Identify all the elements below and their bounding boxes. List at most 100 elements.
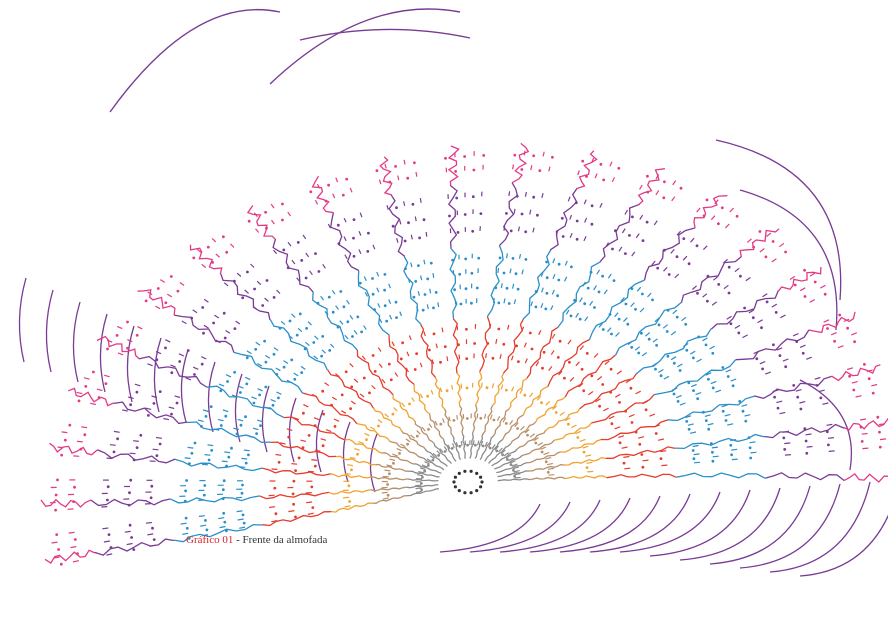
stitch-tick (707, 422, 714, 426)
stitch-dot (599, 162, 603, 166)
stitch-dot (394, 165, 397, 168)
stitch-tick (349, 456, 356, 460)
spoke-segment (764, 423, 845, 439)
stitch-tick (776, 347, 783, 351)
stitch-dot (290, 358, 294, 362)
stitch-tick (687, 423, 694, 426)
stitch-tick (257, 419, 263, 423)
stitch-tick (333, 418, 340, 422)
stitch-tick (381, 378, 386, 384)
stitch-dot (225, 464, 229, 468)
stitch-tick (662, 324, 668, 329)
stitch-dot (545, 291, 549, 295)
stitch-dot (190, 316, 194, 320)
stitch-tick (725, 369, 732, 373)
stitch-dot (534, 441, 538, 445)
stitch-tick (766, 232, 772, 237)
stitch-tick (213, 428, 220, 431)
stitch-tick (116, 325, 123, 330)
stitch-tick (381, 491, 388, 494)
stitch-tick (499, 354, 502, 360)
stitch-tick (251, 396, 257, 400)
spoke-segment (392, 394, 416, 422)
stitch-tick (744, 414, 751, 417)
stitch-dot (73, 485, 76, 489)
stitch-dot (282, 365, 286, 369)
stitch-tick (225, 329, 231, 334)
stitch-dot (505, 286, 509, 290)
stitch-dot (554, 411, 558, 414)
stitch-tick (491, 383, 495, 389)
stitch-dot (517, 360, 520, 363)
stitch-tick (789, 275, 796, 281)
center-dot (463, 469, 467, 473)
stitch-dot (235, 432, 239, 436)
stitch-dot (240, 491, 244, 495)
spoke-segment (449, 247, 458, 319)
stitch-tick (182, 532, 189, 535)
stitch-dot (398, 452, 401, 455)
stitch-tick (524, 191, 527, 197)
stitch-dot (534, 290, 538, 293)
stitch-tick (388, 283, 391, 289)
stitch-tick (809, 299, 816, 303)
stitch-tick (349, 187, 353, 193)
border-arc (739, 483, 841, 569)
stitch-dot (502, 271, 506, 275)
stitch-dot (640, 453, 644, 456)
stitch-tick (399, 219, 402, 225)
stitch-dot (488, 446, 492, 450)
stitch-tick (498, 447, 503, 453)
stitch-dot (481, 444, 485, 448)
stitch-tick (192, 366, 199, 370)
spoke-segment (97, 449, 176, 464)
stitch-tick (270, 203, 275, 209)
stitch-tick (249, 435, 255, 439)
stitch-dot (420, 488, 423, 491)
stitch-dot (242, 521, 246, 525)
stitch-dot (336, 223, 340, 227)
stitch-tick (670, 356, 677, 361)
stitch-tick (604, 360, 610, 365)
stitch-tick (510, 355, 514, 361)
stitch-dot (395, 206, 398, 210)
stitch-tick (399, 311, 403, 317)
stitch-tick (759, 360, 766, 365)
spoke-segment (233, 351, 304, 394)
border-arc (261, 385, 270, 453)
stitch-dot (201, 306, 205, 309)
stitch-dot (152, 538, 156, 541)
stitch-tick (302, 234, 307, 240)
stitch-dot (275, 373, 279, 376)
stitch-tick (256, 280, 262, 286)
stitch-tick (569, 214, 573, 220)
stitch-dot (367, 231, 370, 235)
stitch-tick (379, 318, 383, 324)
stitch-dot (352, 254, 356, 258)
stitch-tick (759, 248, 765, 253)
stitch-dot (505, 212, 508, 215)
stitch-tick (61, 431, 68, 434)
stitch-dot (135, 446, 139, 449)
stitch-tick (280, 320, 286, 326)
stitch-dot (748, 446, 752, 450)
stitch-tick (349, 315, 354, 320)
stitch-tick (152, 448, 159, 451)
stitch-tick (320, 438, 327, 441)
stitch-tick (201, 263, 207, 269)
stitch-tick (296, 277, 301, 282)
stitch-tick (410, 434, 415, 439)
stitch-symbols (49, 150, 887, 566)
stitch-dot (815, 384, 819, 387)
stitch-tick (624, 467, 631, 470)
stitch-tick (200, 524, 207, 527)
spoke-segment (508, 377, 528, 410)
stitch-tick (192, 309, 198, 314)
stitch-tick (582, 445, 589, 449)
stitch-tick (861, 432, 868, 435)
stitch-tick (335, 177, 339, 183)
stitch-tick (693, 461, 701, 464)
spoke-segment (44, 549, 95, 565)
stitch-tick (168, 406, 175, 410)
stitch-dot (371, 292, 375, 296)
